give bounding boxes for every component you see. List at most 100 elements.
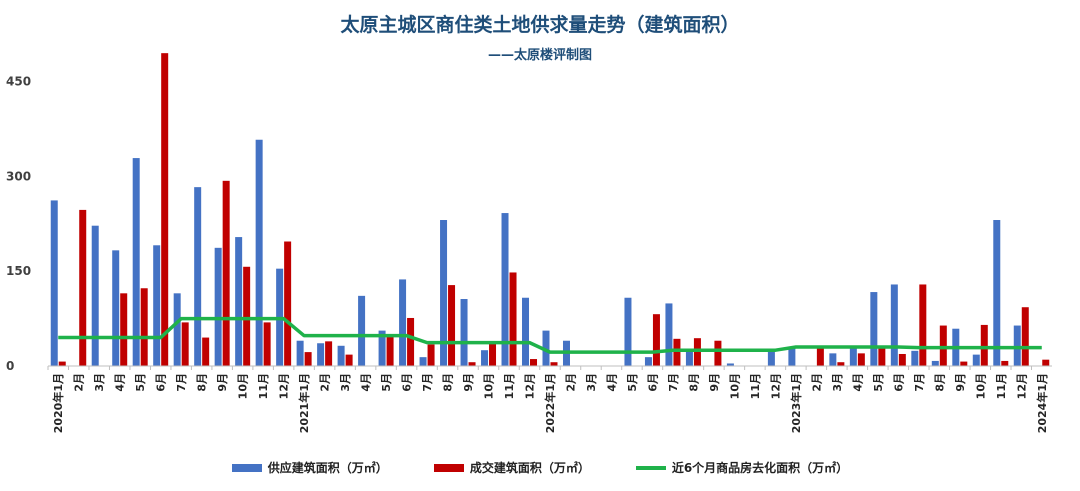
supply-bar-43 bbox=[931, 360, 939, 366]
x-tick-label-15: 4月 bbox=[360, 373, 373, 392]
supply-bar-7 bbox=[194, 187, 202, 366]
x-tick-label-39: 4月 bbox=[851, 373, 864, 392]
supply-bar-5 bbox=[153, 245, 161, 366]
deal-bar-10 bbox=[263, 322, 271, 366]
legend-swatch-supply bbox=[231, 463, 262, 472]
supply-bar-21 bbox=[481, 350, 489, 366]
deal-bar-19 bbox=[448, 285, 456, 366]
deal-bar-0 bbox=[58, 361, 66, 366]
deal-bar-42 bbox=[919, 284, 927, 366]
deal-bar-16 bbox=[386, 336, 394, 366]
deal-bar-32 bbox=[714, 340, 722, 366]
supply-bar-12 bbox=[296, 340, 304, 366]
y-tick-label-0: 0 bbox=[6, 359, 14, 373]
deal-bar-11 bbox=[284, 241, 292, 366]
x-tick-label-18: 7月 bbox=[421, 373, 434, 392]
deal-bar-20 bbox=[468, 362, 476, 366]
destock-line bbox=[58, 316, 1042, 354]
x-tick-label-13: 2月 bbox=[319, 373, 332, 392]
deal-bar-45 bbox=[980, 324, 988, 366]
x-tick-label-43: 8月 bbox=[933, 373, 946, 392]
supply-bar-30 bbox=[665, 303, 673, 366]
supply-bar-13 bbox=[317, 343, 325, 366]
supply-bar-6 bbox=[173, 293, 181, 366]
x-tick-label-9: 10月 bbox=[237, 373, 250, 399]
supply-bar-40 bbox=[870, 292, 878, 366]
x-tick-label-38: 3月 bbox=[831, 373, 844, 392]
supply-bar-36 bbox=[788, 347, 796, 366]
supply-bar-16 bbox=[378, 330, 386, 366]
supply-bar-0 bbox=[50, 200, 58, 366]
x-tick-label-46: 11月 bbox=[995, 373, 1008, 399]
line-layer bbox=[58, 316, 1042, 354]
legend-label-supply: 供应建筑面积（万㎡） bbox=[267, 461, 388, 475]
legend-label-deal: 成交建筑面积（万㎡） bbox=[469, 461, 590, 475]
deal-bar-13 bbox=[325, 341, 333, 366]
x-tick-label-40: 5月 bbox=[872, 373, 885, 392]
x-tick-label-1: 2月 bbox=[73, 373, 86, 392]
x-tick-label-28: 5月 bbox=[626, 373, 639, 392]
supply-bar-20 bbox=[460, 299, 468, 366]
deal-bar-1 bbox=[79, 209, 87, 366]
legend-label-destock: 近6个月商品房去化面积（万㎡） bbox=[671, 461, 849, 475]
x-tick-label-3: 4月 bbox=[114, 373, 127, 392]
supply-bar-8 bbox=[214, 247, 222, 366]
y-tick-label-450: 450 bbox=[6, 75, 31, 89]
x-tick-label-45: 10月 bbox=[974, 373, 987, 399]
bars-layer bbox=[50, 53, 1050, 366]
chart-subtitle: ——太原楼评制图 bbox=[487, 48, 592, 63]
deal-bar-37 bbox=[816, 347, 824, 366]
deal-bar-38 bbox=[837, 362, 845, 366]
x-tick-label-25: 2月 bbox=[564, 373, 577, 392]
deal-bar-21 bbox=[489, 342, 497, 366]
x-tick-label-21: 10月 bbox=[483, 373, 496, 399]
deal-bar-4 bbox=[140, 288, 148, 366]
supply-bar-39 bbox=[849, 347, 857, 366]
x-tick-label-42: 7月 bbox=[913, 373, 926, 392]
x-tick-label-36: 2023年1月 bbox=[789, 373, 803, 433]
supply-bar-14 bbox=[337, 345, 345, 366]
x-tick-label-37: 2月 bbox=[810, 373, 823, 392]
x-tick-label-17: 6月 bbox=[401, 373, 414, 392]
x-tick-label-0: 2020年1月 bbox=[51, 373, 65, 433]
deal-bar-12 bbox=[304, 352, 312, 366]
x-tick-label-19: 8月 bbox=[442, 373, 455, 392]
x-tick-label-23: 12月 bbox=[524, 373, 537, 399]
supply-bar-41 bbox=[890, 284, 898, 366]
supply-bar-24 bbox=[542, 330, 550, 366]
supply-bar-2 bbox=[91, 225, 99, 366]
legend-item-deal: 成交建筑面积（万㎡） bbox=[433, 459, 590, 476]
deal-bar-14 bbox=[345, 354, 353, 366]
supply-bar-19 bbox=[440, 220, 448, 366]
x-tick-label-16: 5月 bbox=[380, 373, 393, 392]
deal-bar-30 bbox=[673, 338, 681, 366]
deal-bar-41 bbox=[898, 353, 906, 366]
deal-bar-6 bbox=[181, 322, 189, 366]
deal-bar-29 bbox=[652, 314, 660, 366]
x-tick-label-14: 3月 bbox=[339, 373, 352, 392]
supply-bar-18 bbox=[419, 357, 427, 366]
chart-title: 太原主城区商住类土地供求量走势（建筑面积） bbox=[340, 14, 740, 36]
legend-item-destock: 近6个月商品房去化面积（万㎡） bbox=[635, 459, 849, 476]
x-tick-label-20: 9月 bbox=[462, 373, 475, 392]
supply-bar-35 bbox=[767, 350, 775, 366]
supply-bar-46 bbox=[993, 220, 1001, 366]
supply-bar-28 bbox=[624, 297, 632, 366]
x-tick-label-47: 12月 bbox=[1015, 373, 1028, 399]
supply-bar-10 bbox=[255, 139, 263, 366]
deal-bar-22 bbox=[509, 272, 517, 366]
x-tick-label-48: 2024年1月 bbox=[1035, 373, 1049, 433]
deal-bar-31 bbox=[693, 338, 701, 366]
deal-bar-17 bbox=[407, 317, 415, 366]
deal-bar-40 bbox=[878, 347, 886, 366]
x-tick-label-32: 9月 bbox=[708, 373, 721, 392]
supply-bar-17 bbox=[399, 279, 407, 366]
supply-bar-45 bbox=[972, 354, 980, 366]
axis-layer: 0 150 300 450 2020年1月 2月 3月 4月 5月 6月 7月 8月 9月 10月 11月 1… bbox=[6, 75, 1052, 433]
deal-bar-46 bbox=[1001, 360, 1009, 366]
deal-bar-39 bbox=[857, 353, 865, 366]
legend-item-supply: 供应建筑面积（万㎡） bbox=[231, 459, 388, 476]
supply-bar-31 bbox=[685, 349, 693, 366]
supply-bar-33 bbox=[726, 363, 734, 366]
